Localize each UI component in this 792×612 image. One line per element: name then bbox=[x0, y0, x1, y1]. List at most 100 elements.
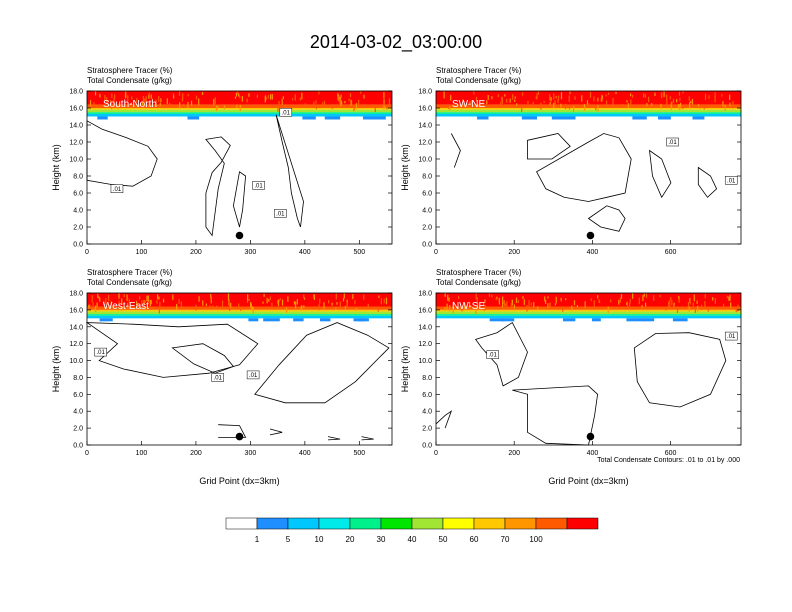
tracer-streak bbox=[331, 302, 333, 306]
tracer-streak bbox=[127, 302, 129, 309]
tracer-streak bbox=[448, 105, 450, 109]
tracer-streak bbox=[631, 293, 634, 299]
tracer-streak bbox=[638, 297, 640, 305]
tracer-streak bbox=[671, 101, 673, 105]
condensate-contour bbox=[275, 114, 304, 228]
contour-label: .01 bbox=[727, 334, 736, 340]
y-tick-label: 18.0 bbox=[418, 89, 432, 96]
tracer-streak bbox=[276, 300, 279, 304]
tracer-streak bbox=[118, 293, 120, 299]
tracer-dip bbox=[97, 116, 108, 120]
x-tick-label: 100 bbox=[136, 450, 148, 457]
tracer-streak bbox=[117, 106, 119, 110]
tracer-dip bbox=[563, 318, 576, 322]
tracer-streak bbox=[221, 300, 224, 308]
tracer-streak bbox=[654, 92, 656, 96]
tracer-streak bbox=[228, 299, 230, 306]
tracer-streak bbox=[670, 103, 672, 110]
x-tick-label: 200 bbox=[508, 450, 520, 457]
location-marker bbox=[586, 231, 595, 240]
tracer-streak bbox=[89, 304, 91, 310]
plot-frame bbox=[86, 292, 393, 446]
tracer-streak bbox=[598, 299, 600, 303]
x-tick-label: 0 bbox=[434, 249, 438, 256]
tracer-streak bbox=[612, 98, 614, 105]
tracer-streak bbox=[516, 103, 518, 106]
location-marker bbox=[235, 231, 244, 240]
tracer-streak bbox=[528, 300, 530, 307]
panel-name: SW-NE bbox=[452, 99, 485, 110]
tracer-streak bbox=[249, 105, 251, 108]
tracer-streak bbox=[574, 96, 576, 100]
x-tick-label: 300 bbox=[245, 249, 257, 256]
tracer-streak bbox=[301, 305, 303, 310]
tracer-streak bbox=[504, 94, 506, 97]
tracer-streak bbox=[597, 97, 599, 102]
y-tick-label: 10.0 bbox=[418, 358, 432, 365]
tracer-dip bbox=[501, 318, 515, 322]
tracer-streak bbox=[94, 91, 97, 96]
tracer-streak bbox=[483, 306, 486, 311]
tracer-streak bbox=[111, 305, 113, 309]
tracer-streak bbox=[240, 307, 242, 311]
tracer-streak bbox=[327, 300, 330, 304]
tracer-streak bbox=[510, 302, 513, 307]
tracer-streak bbox=[125, 91, 127, 99]
x-tick-label: 200 bbox=[190, 249, 202, 256]
tracer-dip bbox=[99, 318, 113, 322]
tracer-streak bbox=[209, 305, 211, 308]
tracer-streak bbox=[590, 298, 592, 302]
tracer-streak bbox=[547, 303, 549, 308]
tracer-dip bbox=[643, 318, 655, 322]
tracer-streak bbox=[651, 103, 653, 106]
tracer-dip bbox=[657, 116, 671, 120]
tracer-streak bbox=[380, 297, 382, 305]
tracer-streak bbox=[509, 98, 511, 103]
panel-name: West-East bbox=[103, 301, 149, 312]
tracer-streak bbox=[374, 105, 376, 113]
tracer-streak bbox=[699, 104, 701, 109]
panel-header-condensate: Total Condensate (g/kg) bbox=[436, 76, 521, 85]
tracer-band bbox=[87, 108, 392, 110]
contour-label-box bbox=[252, 181, 265, 190]
tracer-streak bbox=[688, 96, 690, 101]
tracer-streak bbox=[669, 299, 671, 307]
tracer-streak bbox=[560, 103, 562, 108]
tracer-streak bbox=[502, 296, 504, 304]
tracer-streak bbox=[195, 95, 198, 100]
tracer-band bbox=[436, 311, 741, 315]
tracer-dip bbox=[248, 318, 259, 322]
tracer-streak bbox=[491, 294, 493, 298]
tracer-streak bbox=[523, 299, 525, 305]
tracer-streak bbox=[213, 98, 215, 106]
tracer-streak bbox=[384, 106, 386, 109]
tracer-streak bbox=[597, 295, 599, 299]
tracer-streak bbox=[108, 294, 110, 302]
tracer-streak bbox=[486, 100, 488, 105]
tracer-streak bbox=[248, 93, 250, 97]
tracer-streak bbox=[148, 92, 150, 99]
tracer-streak bbox=[210, 293, 212, 298]
tracer-streak bbox=[502, 301, 504, 304]
tracer-streak bbox=[691, 98, 694, 105]
panel-4: NW-SE .01 .01 0.0 2.0 4.0 6.0 8.0 10.0 12.0 14.0 16… bbox=[400, 268, 742, 486]
y-tick-label: 4.0 bbox=[422, 409, 432, 416]
tracer-streak bbox=[99, 93, 101, 98]
tracer-streak bbox=[109, 99, 112, 104]
tracer-streak bbox=[342, 297, 345, 302]
tracer-streak bbox=[338, 95, 340, 103]
tracer-streak bbox=[560, 92, 563, 100]
tracer-streak bbox=[628, 303, 631, 309]
tracer-band bbox=[436, 314, 741, 316]
y-tick-label: 12.0 bbox=[69, 341, 83, 348]
contour-label-box bbox=[94, 347, 107, 357]
tracer-streak bbox=[98, 296, 100, 299]
tracer-streak bbox=[648, 96, 650, 103]
tracer-streak bbox=[631, 94, 634, 98]
contour-label: .01 bbox=[668, 140, 677, 146]
tracer-streak bbox=[96, 302, 98, 307]
condensate-contour bbox=[171, 343, 235, 374]
tracer-streak bbox=[642, 295, 644, 302]
condensate-contour bbox=[435, 410, 453, 429]
tracer-streak bbox=[323, 302, 325, 309]
